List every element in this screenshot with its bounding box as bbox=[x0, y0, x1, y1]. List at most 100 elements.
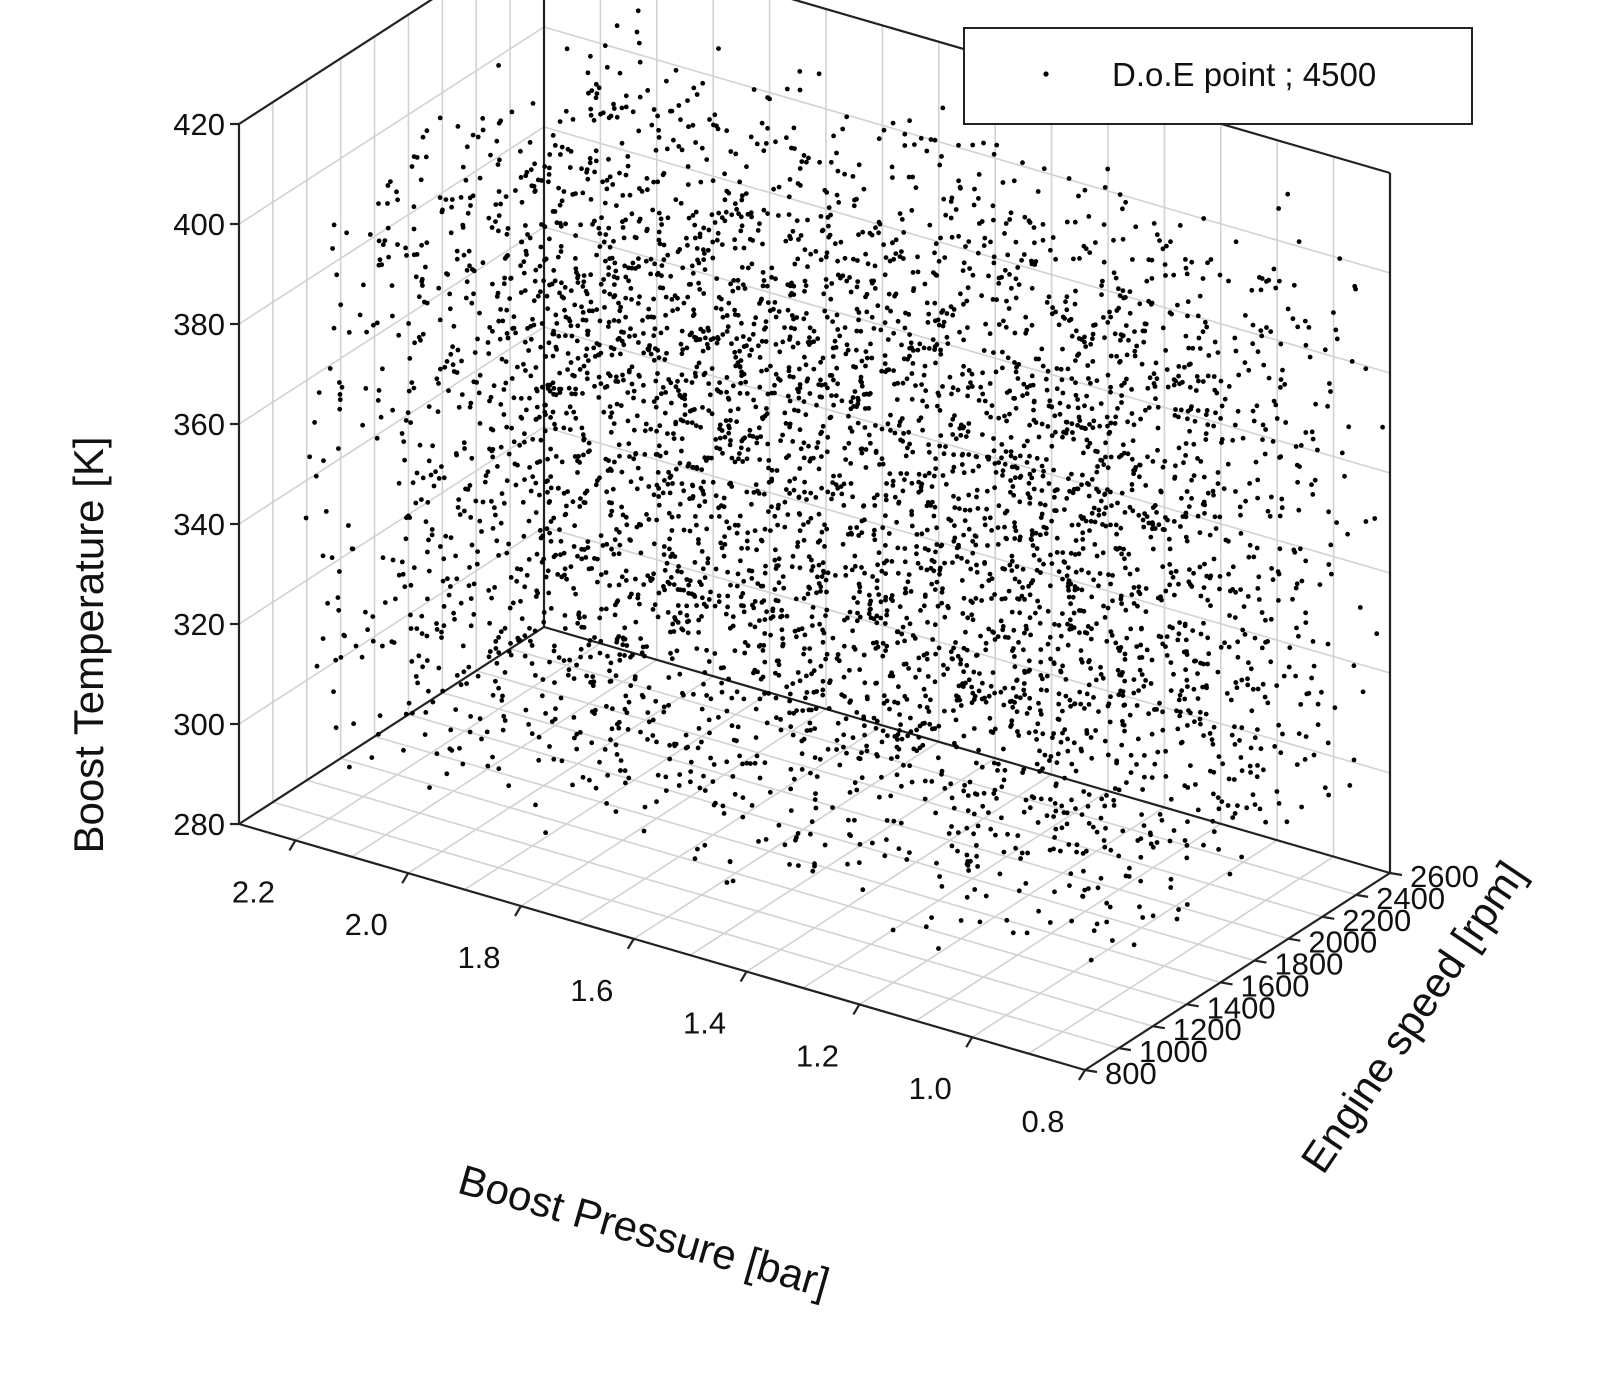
data-point bbox=[622, 263, 628, 269]
data-point bbox=[1210, 741, 1216, 747]
data-point bbox=[440, 578, 446, 584]
data-point bbox=[922, 592, 928, 598]
data-point bbox=[684, 603, 690, 609]
data-point bbox=[938, 347, 943, 353]
data-point bbox=[1349, 359, 1355, 364]
data-point bbox=[712, 603, 718, 609]
data-point bbox=[1160, 464, 1166, 470]
data-point bbox=[906, 174, 912, 180]
data-point bbox=[1017, 499, 1023, 505]
data-point bbox=[616, 725, 622, 731]
data-point bbox=[726, 430, 732, 436]
data-point bbox=[444, 359, 450, 364]
data-point bbox=[646, 306, 652, 312]
data-point bbox=[411, 565, 417, 571]
data-point bbox=[664, 146, 670, 152]
data-point bbox=[1007, 388, 1013, 394]
data-point bbox=[745, 530, 751, 536]
data-point bbox=[617, 170, 622, 176]
data-point bbox=[679, 569, 684, 575]
data-point bbox=[988, 414, 993, 420]
data-point bbox=[696, 726, 702, 731]
data-point bbox=[1027, 471, 1033, 477]
data-point bbox=[604, 64, 610, 70]
data-point bbox=[685, 164, 691, 169]
data-point bbox=[859, 565, 864, 570]
data-point bbox=[895, 570, 901, 576]
data-point bbox=[1080, 530, 1086, 536]
data-point bbox=[795, 408, 801, 414]
data-point bbox=[647, 343, 652, 348]
data-point bbox=[521, 270, 527, 276]
data-point bbox=[541, 610, 547, 615]
data-point bbox=[727, 425, 732, 431]
data-point bbox=[629, 381, 635, 387]
data-point bbox=[693, 374, 699, 379]
data-point bbox=[1205, 635, 1211, 641]
data-point bbox=[527, 625, 532, 631]
data-point bbox=[987, 381, 993, 386]
data-point bbox=[946, 831, 952, 836]
data-point bbox=[494, 138, 500, 144]
data-point bbox=[1238, 755, 1244, 760]
data-point bbox=[968, 380, 973, 385]
data-point bbox=[958, 291, 963, 297]
data-point bbox=[930, 337, 936, 343]
data-point bbox=[467, 195, 473, 201]
data-point bbox=[581, 436, 587, 442]
data-point bbox=[765, 391, 771, 397]
data-point bbox=[942, 708, 947, 714]
data-point bbox=[1113, 522, 1119, 528]
data-point bbox=[1120, 206, 1125, 212]
data-point bbox=[1293, 585, 1299, 591]
data-point bbox=[898, 471, 904, 476]
data-point bbox=[786, 453, 792, 459]
data-point bbox=[1065, 621, 1070, 627]
data-point bbox=[1116, 787, 1122, 793]
data-point bbox=[915, 560, 921, 566]
data-point bbox=[1215, 350, 1221, 355]
data-point bbox=[596, 374, 602, 380]
data-point bbox=[589, 709, 595, 715]
data-point bbox=[457, 745, 462, 751]
data-point bbox=[1054, 760, 1060, 766]
data-point bbox=[501, 281, 507, 287]
data-point bbox=[980, 370, 985, 376]
data-point bbox=[587, 777, 592, 783]
data-point bbox=[1168, 570, 1174, 576]
data-point bbox=[868, 606, 873, 612]
data-point bbox=[861, 716, 867, 722]
data-point bbox=[1088, 341, 1094, 347]
data-point bbox=[618, 351, 623, 357]
data-point bbox=[845, 347, 851, 353]
data-point bbox=[602, 43, 608, 49]
data-point bbox=[972, 791, 978, 797]
floor-grid-line bbox=[520, 708, 827, 907]
data-point bbox=[908, 589, 914, 594]
data-point bbox=[1043, 376, 1049, 382]
data-point bbox=[619, 574, 625, 580]
data-point bbox=[1039, 488, 1045, 493]
data-point bbox=[488, 394, 494, 400]
data-point bbox=[498, 520, 504, 526]
data-point bbox=[876, 230, 881, 236]
data-point bbox=[830, 491, 836, 497]
data-point bbox=[1189, 584, 1195, 589]
data-point bbox=[1235, 408, 1241, 414]
data-point bbox=[498, 402, 504, 407]
data-point bbox=[417, 442, 423, 448]
data-point bbox=[448, 351, 454, 357]
data-point bbox=[986, 273, 991, 279]
data-point bbox=[522, 431, 527, 437]
data-point bbox=[1134, 644, 1140, 649]
data-point bbox=[562, 285, 568, 290]
data-point bbox=[1091, 695, 1096, 700]
data-point bbox=[1124, 352, 1130, 358]
data-point bbox=[754, 435, 760, 441]
data-point bbox=[511, 314, 517, 320]
data-point bbox=[687, 496, 692, 502]
data-point bbox=[951, 452, 956, 458]
data-point bbox=[847, 667, 852, 673]
data-point bbox=[775, 505, 781, 511]
y-tick-label: 2200 bbox=[1342, 903, 1411, 938]
